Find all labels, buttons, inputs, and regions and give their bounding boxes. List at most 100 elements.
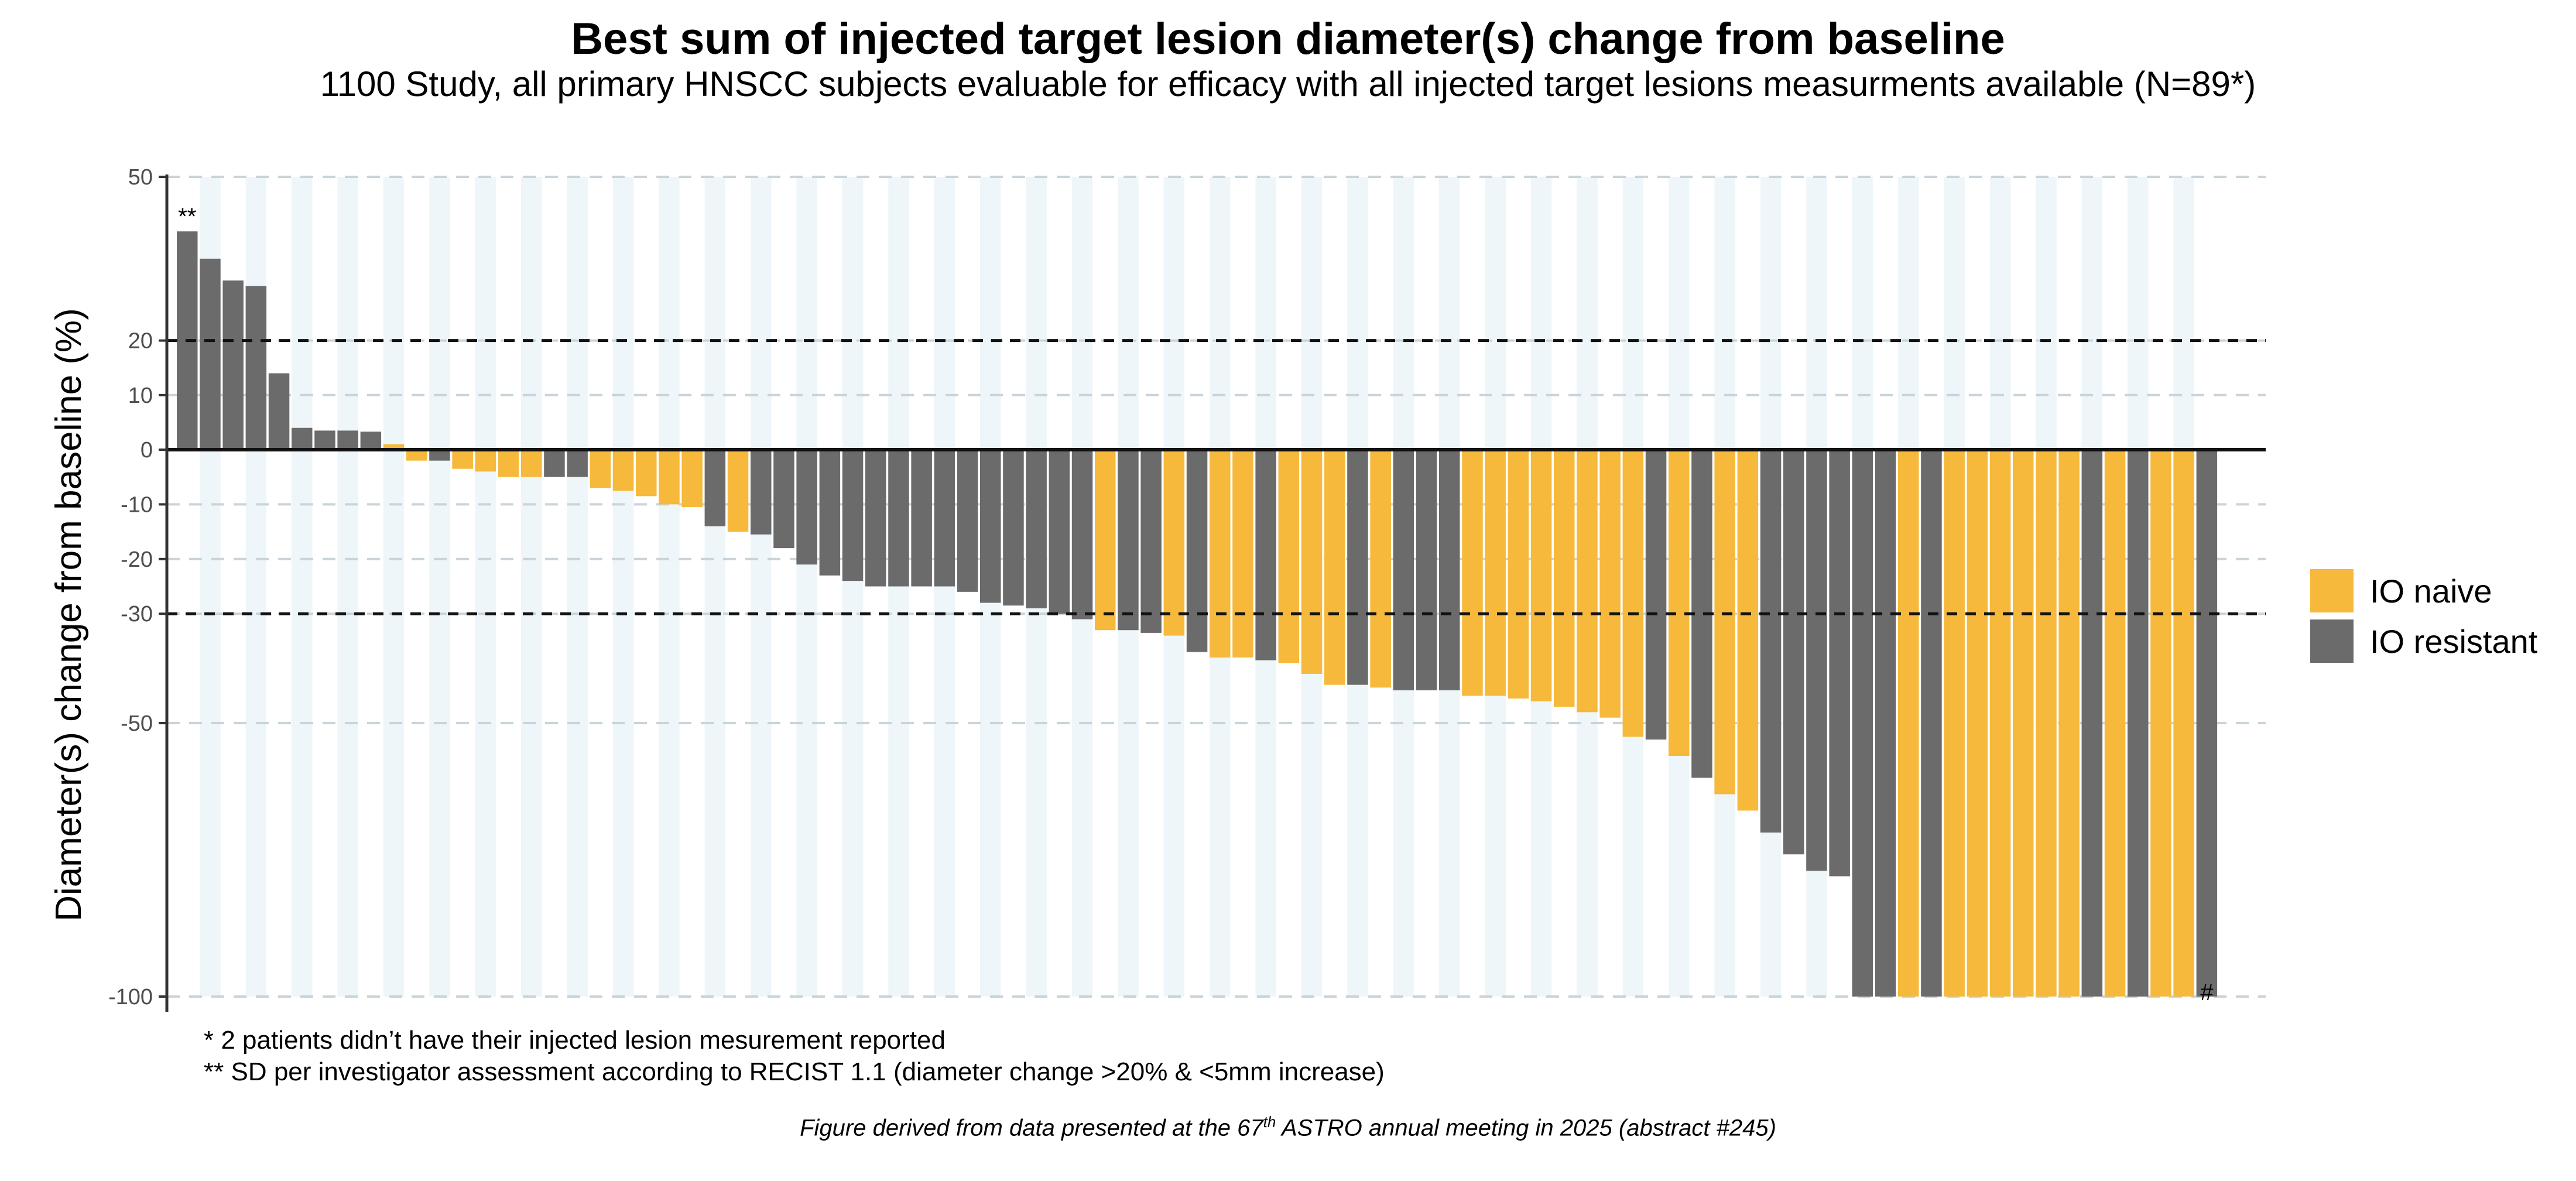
bar bbox=[796, 450, 817, 565]
bar bbox=[1140, 450, 1162, 633]
bar bbox=[1599, 450, 1621, 718]
y-tick-label: -10 bbox=[121, 492, 153, 517]
footnote-sd-recist: ** SD per investigator assessment accord… bbox=[204, 1057, 1385, 1086]
bar bbox=[1577, 450, 1598, 713]
bar bbox=[681, 450, 703, 508]
bar bbox=[2013, 450, 2034, 997]
bar bbox=[1347, 450, 1368, 685]
bar bbox=[934, 450, 955, 587]
y-axis-title: Diameter(s) change from baseline (%) bbox=[49, 308, 89, 922]
column-stripe bbox=[475, 177, 496, 997]
y-tick-label: 0 bbox=[141, 438, 153, 463]
bar bbox=[2036, 450, 2057, 997]
bar bbox=[1416, 450, 1437, 690]
y-tick-label: -100 bbox=[108, 985, 153, 1009]
bar bbox=[1669, 450, 1690, 756]
bar bbox=[360, 432, 382, 450]
y-tick-label: -20 bbox=[121, 547, 153, 572]
source-prefix: Figure derived from data presented at th… bbox=[800, 1115, 1263, 1141]
column-stripe bbox=[429, 177, 450, 997]
column-stripe bbox=[934, 177, 955, 997]
bar bbox=[1049, 450, 1070, 614]
bar bbox=[865, 450, 886, 587]
bar bbox=[1622, 450, 1644, 737]
bar bbox=[1806, 450, 1827, 871]
bar bbox=[452, 450, 473, 469]
bar bbox=[636, 450, 657, 497]
column-stripe bbox=[567, 177, 588, 997]
bars bbox=[177, 231, 2218, 997]
y-tick-label: 10 bbox=[128, 384, 153, 408]
bar bbox=[1324, 450, 1345, 685]
bar bbox=[1393, 450, 1414, 690]
bar bbox=[1095, 450, 1116, 631]
column-stripe bbox=[751, 177, 772, 997]
bar bbox=[751, 450, 772, 535]
bar bbox=[2150, 450, 2171, 997]
bar bbox=[704, 450, 726, 526]
legend-label-io-naive: IO naive bbox=[2370, 572, 2492, 610]
bar bbox=[1003, 450, 1024, 606]
bar bbox=[1370, 450, 1391, 688]
bar bbox=[1944, 450, 1965, 997]
bar bbox=[475, 450, 496, 472]
bar bbox=[1921, 450, 1942, 997]
bar bbox=[2104, 450, 2126, 997]
bar bbox=[1439, 450, 1460, 690]
column-stripe bbox=[337, 177, 358, 997]
bar bbox=[1989, 450, 2011, 997]
bar bbox=[1898, 450, 1919, 997]
chart-title: Best sum of injected target lesion diame… bbox=[571, 14, 2005, 64]
bar bbox=[2128, 450, 2149, 997]
bar bbox=[911, 450, 932, 587]
bar bbox=[292, 427, 313, 450]
source-note: Figure derived from data presented at th… bbox=[0, 1107, 2576, 1143]
legend: IO naive IO resistant bbox=[2310, 566, 2537, 666]
bar bbox=[567, 450, 588, 477]
column-stripe bbox=[521, 177, 542, 997]
legend-swatch-io-resistant bbox=[2310, 619, 2354, 663]
bar bbox=[980, 450, 1001, 603]
bar bbox=[1645, 450, 1667, 740]
column-stripe bbox=[612, 177, 634, 997]
legend-swatch-io-naive bbox=[2310, 569, 2354, 612]
bar bbox=[659, 450, 680, 505]
bar bbox=[1301, 450, 1323, 674]
source-superscript: th bbox=[1263, 1113, 1276, 1131]
bar bbox=[222, 280, 244, 450]
column-stripe bbox=[888, 177, 909, 997]
column-stripe bbox=[842, 177, 864, 997]
bar bbox=[773, 450, 794, 549]
bar-annotation: ** bbox=[178, 204, 196, 230]
bar bbox=[819, 450, 841, 576]
bar bbox=[268, 373, 290, 450]
bar bbox=[200, 258, 221, 450]
column-stripe bbox=[383, 177, 405, 997]
axes bbox=[159, 174, 169, 1012]
bar bbox=[1232, 450, 1253, 658]
bar bbox=[1163, 450, 1185, 636]
bar bbox=[1875, 450, 1896, 997]
bar bbox=[245, 286, 267, 450]
bar bbox=[2081, 450, 2103, 997]
column-stripe bbox=[796, 177, 817, 997]
bar bbox=[612, 450, 634, 491]
column-stripe bbox=[704, 177, 726, 997]
bar bbox=[1485, 450, 1506, 696]
bar bbox=[1071, 450, 1093, 619]
bar bbox=[1278, 450, 1300, 663]
bar bbox=[2058, 450, 2080, 997]
bar bbox=[888, 450, 909, 587]
legend-item-io-resistant: IO resistant bbox=[2310, 616, 2537, 666]
bar bbox=[1026, 450, 1047, 608]
legend-item-io-naive: IO naive bbox=[2310, 566, 2537, 616]
bar bbox=[2196, 450, 2218, 997]
y-tick-label: 50 bbox=[128, 165, 153, 190]
bar bbox=[1554, 450, 1575, 707]
bar bbox=[957, 450, 978, 592]
bar bbox=[1714, 450, 1735, 795]
bar bbox=[498, 450, 519, 477]
bar-annotation: # bbox=[2200, 980, 2214, 1005]
bar bbox=[2173, 450, 2194, 997]
